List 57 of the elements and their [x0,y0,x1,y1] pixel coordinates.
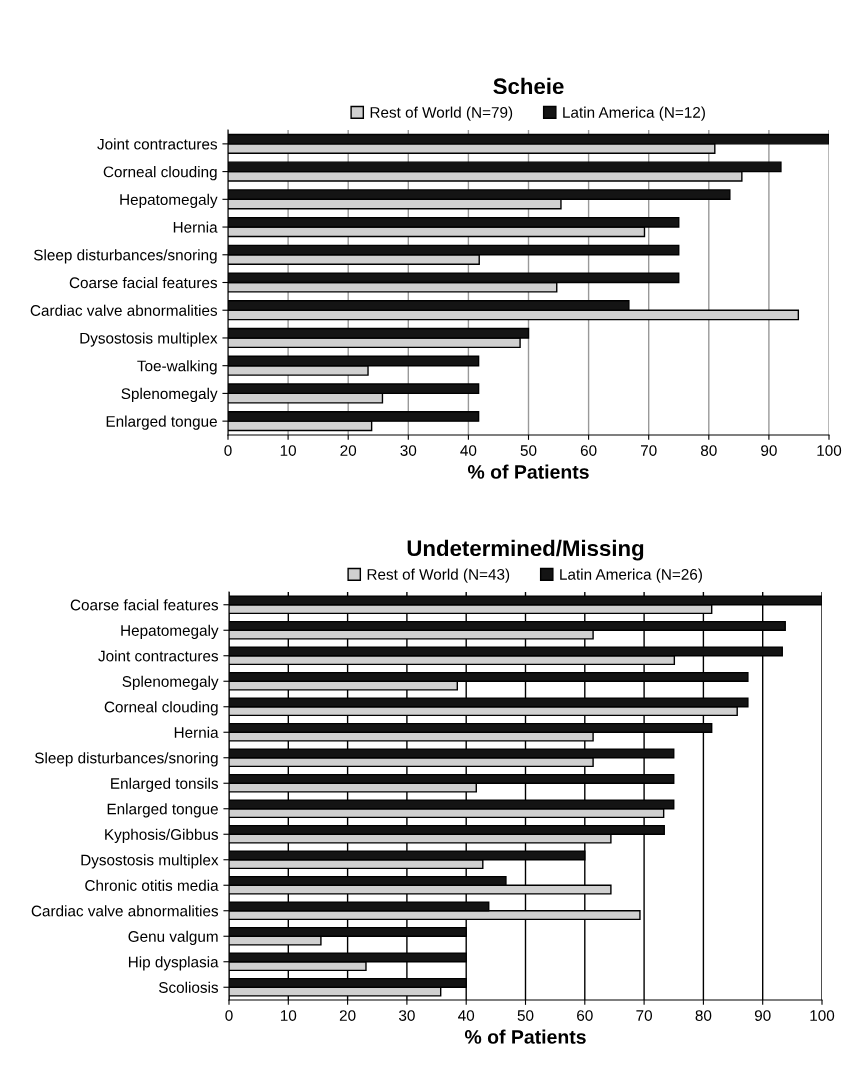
y-tick-label: Dysostosis multiplex [80,332,218,347]
x-axis-title: % of Patients [467,464,589,479]
y-tick-label: Sleep disturbances/snoring [34,752,218,767]
y-tick-label: Chronic otitis media [85,879,219,891]
x-tick-label: 0 [225,1010,233,1021]
x-tick-label: 10 [280,445,296,456]
y-tick-label: Genu valgum [128,930,218,945]
x-tick-label: 90 [761,445,777,456]
y-tick-label: Kyphosis/Gibbus [105,828,219,843]
chart-title: Undetermined/Missing [407,539,644,561]
y-tick-label: Cardiac valve abnormalities [31,905,219,917]
x-tick-label: 90 [754,1010,771,1021]
y-tick-label: Corneal clouding [103,166,217,181]
legend-label: Rest of World (N=79) [370,106,513,121]
y-tick-label: Hepatomegaly [121,624,219,639]
x-tick-label: 50 [517,1010,534,1021]
x-tick-label: 10 [280,1010,297,1021]
x-tick-label: 70 [636,1010,652,1021]
x-tick-label: 0 [224,445,232,456]
y-tick-label: Joint contractures [97,138,218,150]
y-tick-label: Enlarged tonsils [111,777,219,792]
x-tick-label: 100 [817,445,842,456]
y-tick-label: Hepatomegaly [120,193,218,209]
x-tick-label: 100 [810,1010,835,1021]
x-tick-label: 70 [640,445,657,456]
x-tick-label: 80 [700,445,717,456]
legend-label: Latin America (N=12) [563,106,705,121]
y-tick-label: Coarse facial features [69,276,218,289]
x-axis-title: % of Patients [464,1029,586,1044]
x-tick-label: 80 [695,1010,712,1021]
y-tick-label: Hip dysplasia [128,956,219,971]
y-tick-label: Joint contractures [98,650,219,662]
x-tick-label: 20 [340,445,357,456]
legend-label: Rest of World (N=43) [367,568,510,583]
x-tick-label: 50 [520,445,537,456]
x-tick-label: 40 [458,1010,475,1021]
chart-title: Scheie [493,77,564,95]
y-tick-label: Hernia [173,221,218,233]
y-tick-label: Enlarged tongue [106,415,217,430]
y-tick-label: Sleep disturbances/snoring [33,249,217,264]
y-tick-label: Enlarged tongue [107,803,218,818]
y-tick-label: Toe-walking [137,360,217,375]
x-tick-label: 20 [339,1010,356,1021]
legend-label: Latin America (N=26) [560,568,702,583]
y-tick-label: Dysostosis multiplex [81,854,219,869]
x-tick-label: 40 [460,445,477,456]
y-tick-label: Cardiac valve abnormalities [30,304,218,316]
y-tick-label: Splenomegaly [121,387,218,403]
x-tick-label: 30 [398,1010,415,1021]
y-tick-label: Hernia [174,726,219,738]
x-tick-label: 60 [577,1010,593,1021]
y-tick-label: Corneal clouding [104,701,218,716]
y-tick-label: Coarse facial features [70,599,219,611]
y-tick-label: Splenomegaly [122,675,219,690]
x-tick-label: 30 [400,445,417,456]
x-tick-label: 60 [580,445,597,456]
y-tick-label: Scoliosis [159,981,219,993]
